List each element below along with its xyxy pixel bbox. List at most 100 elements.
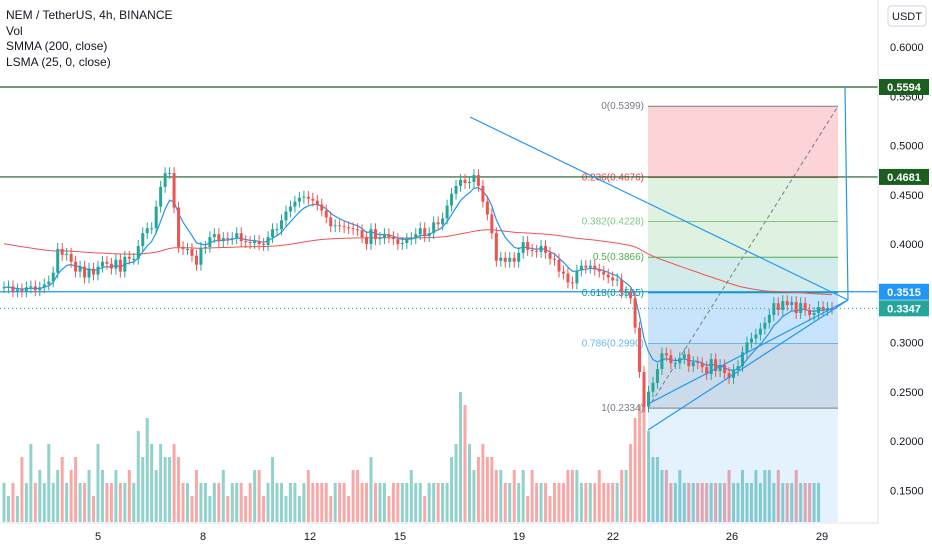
volume-bar <box>409 470 413 522</box>
candle-body <box>620 279 624 293</box>
candle-body <box>342 226 346 228</box>
y-tick-label: 0.2000 <box>890 436 924 448</box>
volume-bar <box>378 483 382 522</box>
volume-bar <box>490 457 494 522</box>
price-badge-label: 0.3347 <box>887 303 921 315</box>
candle-body <box>521 242 525 253</box>
candle-body <box>136 245 140 259</box>
candle-body <box>315 200 319 205</box>
volume-bar <box>288 483 292 522</box>
lsma-indicator-label[interactable]: LSMA (25, 0, close) <box>6 54 111 69</box>
volume-bar <box>356 470 360 522</box>
candle-body <box>78 266 82 272</box>
candle-body <box>266 237 270 245</box>
price-badge <box>879 300 929 317</box>
candle-body <box>409 238 413 240</box>
volume-bar <box>727 470 731 522</box>
candle-body <box>432 222 436 234</box>
volume-bar <box>441 483 445 522</box>
volume-bar <box>758 483 762 522</box>
volume-bar <box>521 470 525 522</box>
candle-body <box>597 269 601 272</box>
fib-level-label: 0.382(0.4228) <box>582 217 644 228</box>
volume-bar <box>306 470 310 522</box>
candle-body <box>199 247 203 265</box>
volume-bar <box>351 470 355 522</box>
candle-body <box>575 270 579 284</box>
candle-body <box>611 277 615 281</box>
legend: NEM / TetherUS, 4h, BINANCE Vol SMMA (20… <box>6 8 173 70</box>
candle-body <box>11 286 15 292</box>
candle-body <box>691 362 695 367</box>
candle-body <box>60 248 64 255</box>
volume-bar <box>114 470 118 522</box>
candle-body <box>445 205 449 219</box>
volume-bar <box>302 483 306 522</box>
volume-bar <box>239 483 243 522</box>
smma-indicator-label[interactable]: SMMA (200, close) <box>6 39 108 53</box>
fib-retracement[interactable]: 0(0.5399) 0.236(0.4676) 0.382(0.4228) 0.5(0… <box>582 101 839 522</box>
candle-body <box>145 228 149 234</box>
candle-body <box>418 228 422 235</box>
candle-body <box>105 261 109 264</box>
candle-body <box>718 365 722 372</box>
volume-bar <box>512 470 516 522</box>
volume-bar <box>221 470 225 522</box>
candle-body <box>83 266 87 278</box>
candle-body <box>100 261 104 267</box>
volume-bar <box>226 496 230 522</box>
candle-body <box>723 365 727 374</box>
candle-body <box>508 257 512 262</box>
candle-body <box>794 302 798 313</box>
candle-body <box>490 214 494 234</box>
candle-body <box>275 229 279 231</box>
volume-bar <box>723 483 727 522</box>
candle-body <box>785 301 789 306</box>
candle-body <box>624 292 628 294</box>
x-tick-label: 5 <box>95 531 101 543</box>
candle-body <box>526 242 530 250</box>
volume-bar <box>347 496 351 522</box>
volume-bar <box>539 483 543 522</box>
currency-button[interactable]: USDT <box>887 5 927 27</box>
candle-body <box>132 258 136 260</box>
symbol-title: NEM / TetherUS, 4h, BINANCE <box>6 8 173 22</box>
candle-body <box>602 271 606 275</box>
volume-bar <box>279 483 283 522</box>
candle-body <box>687 354 691 367</box>
volume-bar <box>494 470 498 522</box>
candle-body <box>427 233 431 237</box>
candle-body <box>324 210 328 218</box>
candle-body <box>194 255 198 265</box>
candle-body <box>338 225 342 227</box>
candle-body <box>682 354 686 359</box>
candle-body <box>226 238 230 240</box>
volume-bar <box>436 483 440 522</box>
volume-bar <box>593 483 597 522</box>
price-badge-label: 0.3515 <box>887 287 921 299</box>
candle-body <box>212 234 216 238</box>
horizontal-lines[interactable] <box>0 86 878 309</box>
candle-body <box>297 197 301 202</box>
candle-body <box>311 198 315 201</box>
volume-indicator-label[interactable]: Vol <box>6 23 23 38</box>
ascending-trendline <box>647 299 849 405</box>
candle-body <box>472 175 476 182</box>
volume-bar <box>812 483 816 522</box>
volume-bar <box>11 483 15 522</box>
trend-drawings[interactable] <box>469 86 849 431</box>
volume-bar <box>42 483 46 522</box>
candle-body <box>561 271 565 274</box>
candle-body <box>530 249 534 251</box>
volume-bar <box>2 483 6 522</box>
candle-body <box>391 237 395 240</box>
volume-bar <box>414 483 418 522</box>
volume-bar <box>391 483 395 522</box>
volume-bar <box>47 444 51 522</box>
time-axis[interactable]: 5 8 12 15 19 22 26 29 <box>0 522 878 543</box>
candle-body <box>87 268 91 278</box>
candle-body <box>481 185 485 202</box>
volume-bar <box>669 483 673 522</box>
candle-body <box>494 233 498 261</box>
